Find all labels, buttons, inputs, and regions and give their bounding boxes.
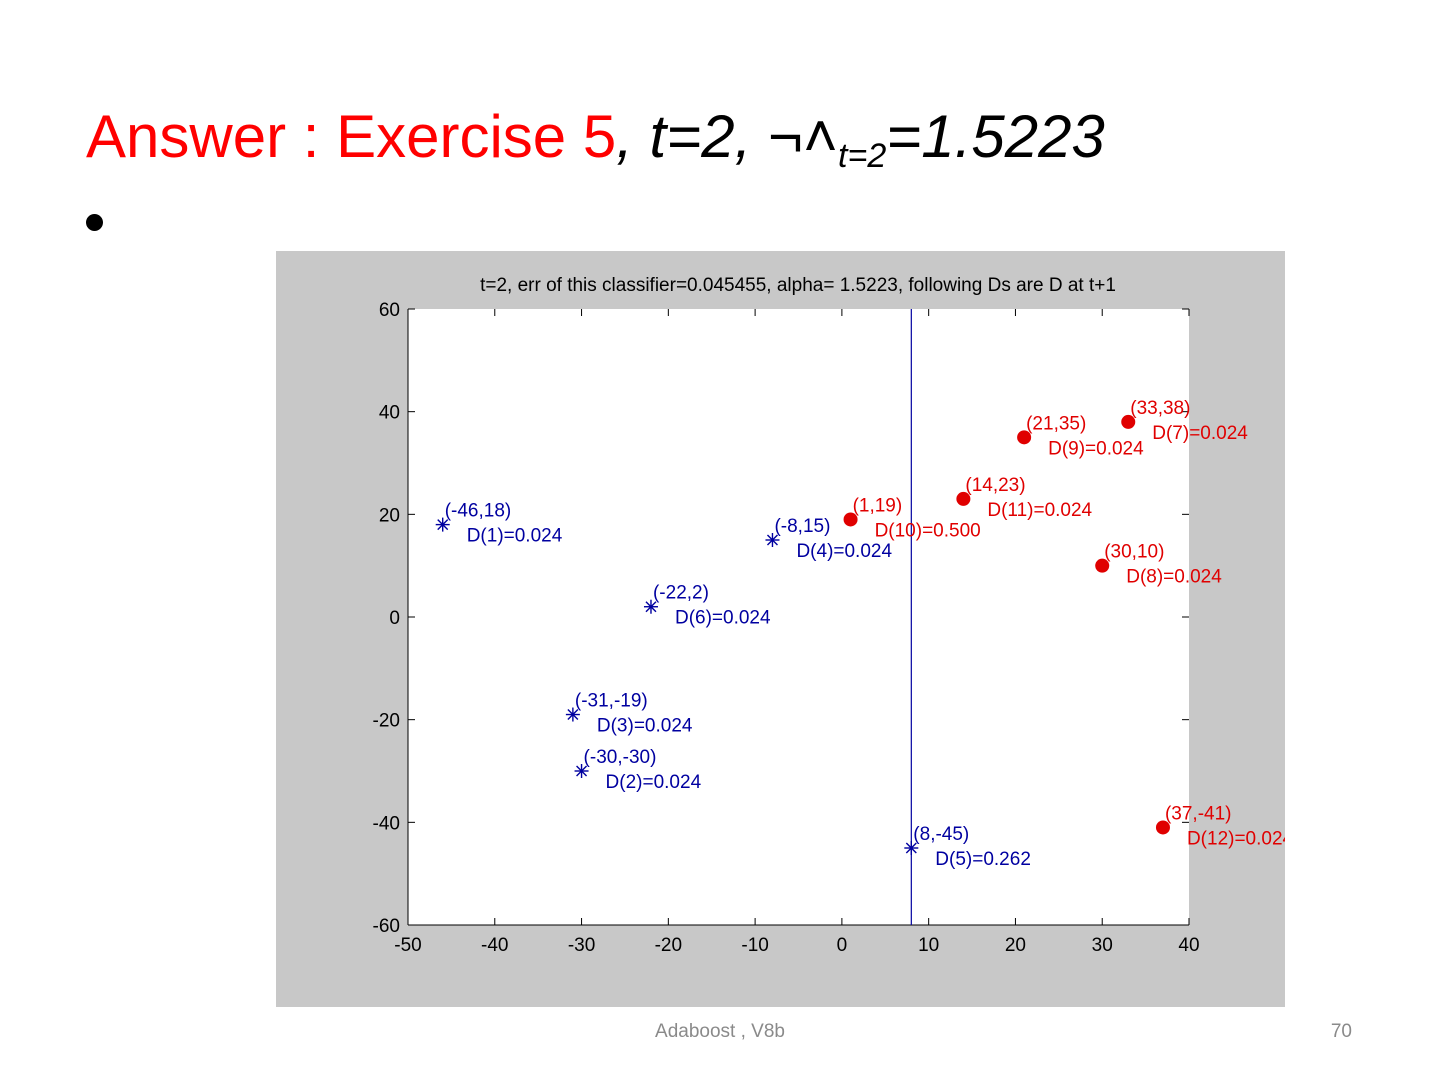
- point-coord-label: (33,38): [1130, 398, 1190, 419]
- point-weight-label: D(5)=0.262: [935, 849, 1031, 870]
- alpha-value: =1.5223: [886, 103, 1105, 170]
- data-point-negative: [904, 841, 919, 855]
- plot-area: [408, 309, 1189, 925]
- point-weight-label: D(3)=0.024: [597, 716, 693, 737]
- data-point-positive: [956, 491, 971, 506]
- point-coord-label: (21,35): [1026, 413, 1086, 434]
- point-weight-label: D(12)=0.024: [1187, 828, 1285, 849]
- data-point-positive: [1095, 558, 1110, 573]
- slide-title: Answer : Exercise 5, t=2, ¬˄t=2=1.5223: [86, 100, 1105, 193]
- point-coord-label: (-46,18): [445, 501, 512, 522]
- y-tick-label: -20: [373, 711, 400, 732]
- chart-svg: t=2, err of this classifier=0.045455, al…: [373, 275, 1285, 956]
- x-tick-label: 10: [918, 935, 939, 956]
- data-point-negative: [765, 533, 780, 547]
- alpha-symbol: ¬˄: [767, 103, 839, 170]
- point-coord-label: (14,23): [965, 475, 1025, 496]
- point-coord-label: (-22,2): [653, 583, 709, 604]
- point-coord-label: (-8,15): [774, 516, 830, 537]
- point-coord-label: (1,19): [853, 495, 903, 516]
- title-red-text: Answer : Exercise 5: [86, 103, 617, 170]
- data-point-negative: [435, 517, 450, 532]
- point-weight-label: D(8)=0.024: [1126, 567, 1222, 588]
- data-point-positive: [1155, 820, 1170, 835]
- data-point-positive: [1017, 430, 1032, 445]
- chart-figure: t=2, err of this classifier=0.045455, al…: [276, 251, 1285, 1007]
- point-weight-label: D(10)=0.500: [875, 520, 981, 541]
- x-tick-label: 0: [837, 935, 848, 956]
- page-number: 70: [1330, 1021, 1352, 1042]
- point-coord-label: (30,10): [1104, 542, 1164, 563]
- point-coord-label: (37,-41): [1165, 803, 1232, 824]
- data-point-negative: [574, 764, 589, 778]
- point-coord-label: (-30,-30): [584, 747, 657, 768]
- x-tick-label: 20: [1005, 935, 1026, 956]
- footer-text: Adaboost , V8b: [655, 1021, 785, 1042]
- point-coord-label: (-31,-19): [575, 691, 648, 712]
- point-weight-label: D(4)=0.024: [796, 541, 892, 562]
- data-point-positive: [1121, 414, 1136, 429]
- point-weight-label: D(6)=0.024: [675, 608, 771, 629]
- x-tick-label: -10: [741, 935, 768, 956]
- data-point-negative: [565, 707, 580, 722]
- point-weight-label: D(11)=0.024: [987, 500, 1092, 521]
- alpha-subscript: t=2: [838, 137, 887, 175]
- chart-title: t=2, err of this classifier=0.045455, al…: [480, 275, 1116, 296]
- x-tick-label: 30: [1092, 935, 1113, 956]
- y-tick-label: -40: [373, 813, 400, 834]
- point-weight-label: D(9)=0.024: [1048, 438, 1144, 459]
- x-tick-label: 40: [1178, 935, 1199, 956]
- data-point-positive: [843, 512, 858, 527]
- data-point-negative: [643, 599, 658, 614]
- point-weight-label: D(2)=0.024: [606, 772, 702, 793]
- x-tick-label: -50: [394, 935, 421, 956]
- x-tick-label: -40: [481, 935, 508, 956]
- point-weight-label: D(1)=0.024: [467, 526, 563, 547]
- x-tick-label: -30: [568, 935, 595, 956]
- bullet-point: [86, 214, 103, 231]
- y-tick-label: 20: [379, 505, 400, 526]
- y-tick-label: -60: [373, 916, 400, 937]
- x-tick-label: -20: [655, 935, 682, 956]
- point-weight-label: D(7)=0.024: [1152, 423, 1248, 444]
- title-black-text: , t=2,: [616, 103, 768, 170]
- point-coord-label: (8,-45): [913, 824, 969, 845]
- y-tick-label: 0: [389, 608, 400, 629]
- y-tick-label: 60: [379, 300, 400, 321]
- y-tick-label: 40: [379, 403, 400, 424]
